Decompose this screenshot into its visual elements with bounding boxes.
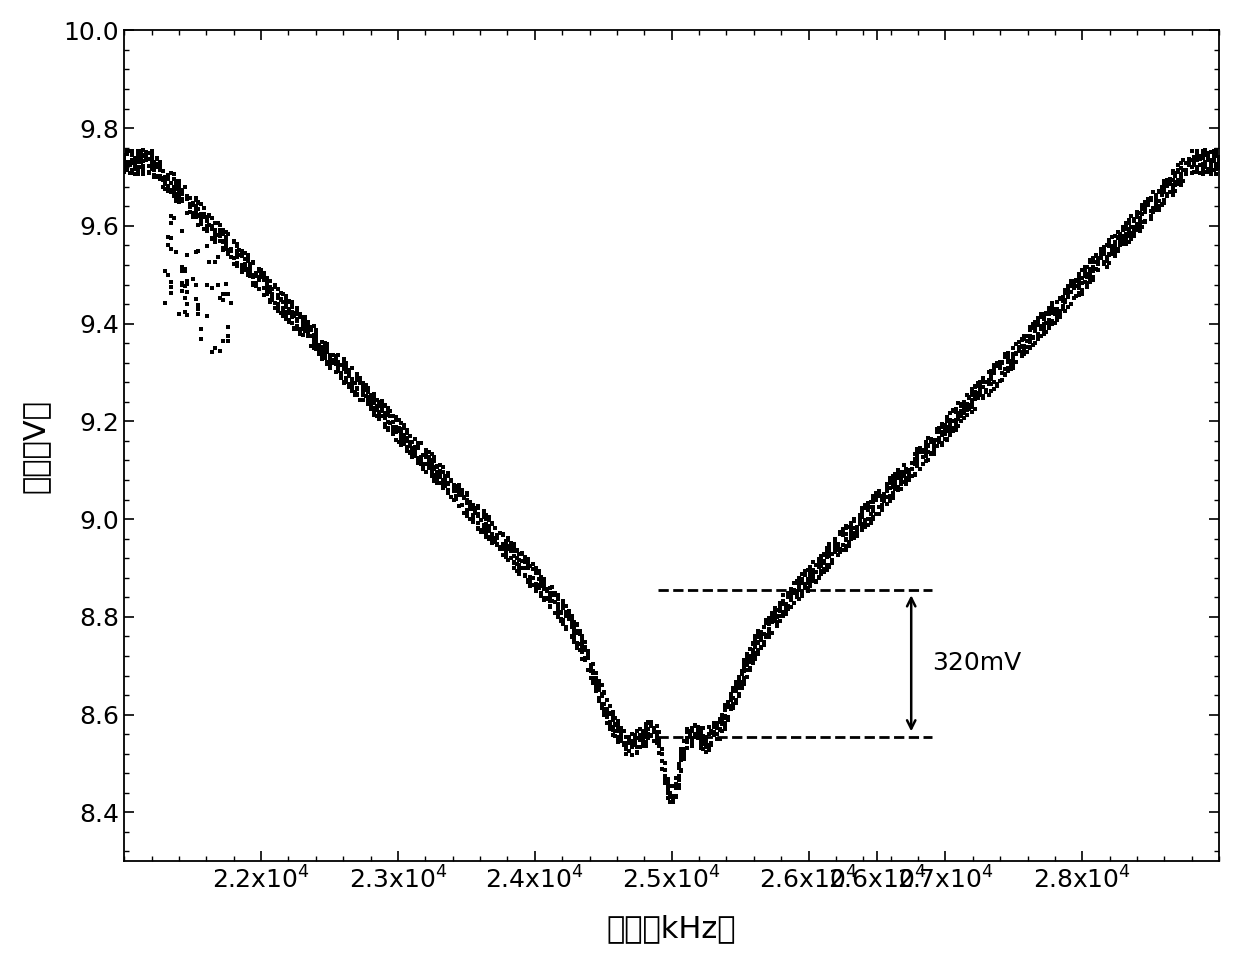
Text: 320mV: 320mV: [931, 652, 1021, 676]
X-axis label: 频率（kHz）: 频率（kHz）: [606, 914, 737, 943]
Y-axis label: 电压（V）: 电压（V）: [21, 399, 50, 493]
